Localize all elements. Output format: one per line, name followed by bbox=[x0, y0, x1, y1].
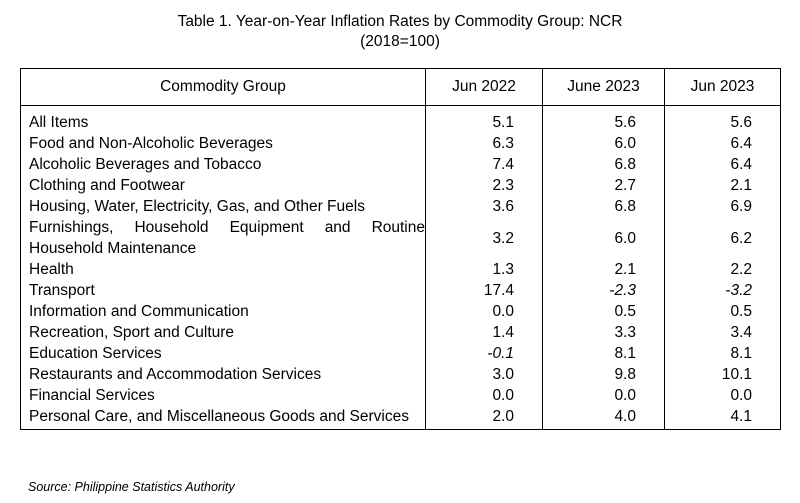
jun-2023-value: 2.1 bbox=[664, 175, 781, 196]
header-jun-2022: Jun 2022 bbox=[425, 68, 543, 106]
commodity-group-cell: Restaurants and Accommodation Services bbox=[20, 364, 426, 385]
commodity-group-cell: Housing, Water, Electricity, Gas, and Ot… bbox=[20, 196, 426, 217]
june-2023-value: 6.0 bbox=[542, 217, 665, 259]
table-row: Recreation, Sport and Culture 1.4 3.3 3.… bbox=[20, 322, 781, 343]
june-2023-value: 4.0 bbox=[542, 406, 665, 430]
june-2023-value: 8.1 bbox=[542, 343, 665, 364]
jun-2023-value: 6.4 bbox=[664, 154, 781, 175]
jun-2023-value: 8.1 bbox=[664, 343, 781, 364]
table-row: Housing, Water, Electricity, Gas, and Ot… bbox=[20, 196, 781, 217]
table-row: Alcoholic Beverages and Tobacco 7.4 6.8 … bbox=[20, 154, 781, 175]
june-2023-value: 5.6 bbox=[542, 105, 665, 133]
commodity-group-cell: Clothing and Footwear bbox=[20, 175, 426, 196]
jun-2023-value: -3.2 bbox=[664, 280, 781, 301]
jun-2023-value: 10.1 bbox=[664, 364, 781, 385]
june-2023-value: 2.7 bbox=[542, 175, 665, 196]
jun-2022-value: 17.4 bbox=[425, 280, 543, 301]
commodity-group-cell: All Items bbox=[20, 105, 426, 133]
table-row: Information and Communication 0.0 0.5 0.… bbox=[20, 301, 781, 322]
table-title-line2: (2018=100) bbox=[360, 33, 440, 50]
table-row: Restaurants and Accommodation Services 3… bbox=[20, 364, 781, 385]
jun-2023-value: 6.9 bbox=[664, 196, 781, 217]
commodity-group-cell: Financial Services bbox=[20, 385, 426, 406]
table-row: Financial Services 0.0 0.0 0.0 bbox=[20, 385, 781, 406]
jun-2022-value: 1.4 bbox=[425, 322, 543, 343]
commodity-group-cell: Education Services bbox=[20, 343, 426, 364]
commodity-group-cell: Furnishings, Household Equipment and Rou… bbox=[20, 217, 426, 259]
jun-2022-value: 1.3 bbox=[425, 259, 543, 280]
jun-2023-value: 2.2 bbox=[664, 259, 781, 280]
jun-2023-value: 3.4 bbox=[664, 322, 781, 343]
june-2023-value: 0.5 bbox=[542, 301, 665, 322]
table-title: Table 1. Year-on-Year Inflation Rates by… bbox=[0, 12, 800, 52]
jun-2022-value: 3.0 bbox=[425, 364, 543, 385]
jun-2022-value: 3.2 bbox=[425, 217, 543, 259]
jun-2022-value: 0.0 bbox=[425, 301, 543, 322]
jun-2022-value: 0.0 bbox=[425, 385, 543, 406]
table-title-line1: Table 1. Year-on-Year Inflation Rates by… bbox=[177, 13, 623, 30]
commodity-group-cell: Recreation, Sport and Culture bbox=[20, 322, 426, 343]
june-2023-value: 9.8 bbox=[542, 364, 665, 385]
header-jun-2023: Jun 2023 bbox=[664, 68, 781, 106]
jun-2022-value: 7.4 bbox=[425, 154, 543, 175]
jun-2023-value: 5.6 bbox=[664, 105, 781, 133]
header-june-2023: June 2023 bbox=[542, 68, 665, 106]
june-2023-value: 3.3 bbox=[542, 322, 665, 343]
source-note: Source: Philippine Statistics Authority bbox=[28, 480, 235, 494]
jun-2023-value: 0.5 bbox=[664, 301, 781, 322]
table-row: Furnishings, Household Equipment and Rou… bbox=[20, 217, 781, 259]
jun-2022-value: 6.3 bbox=[425, 133, 543, 154]
table-header-row: Commodity Group Jun 2022 June 2023 Jun 2… bbox=[20, 68, 781, 106]
jun-2022-value: 2.3 bbox=[425, 175, 543, 196]
jun-2023-value: 0.0 bbox=[664, 385, 781, 406]
june-2023-value: -2.3 bbox=[542, 280, 665, 301]
table-row: Personal Care, and Miscellaneous Goods a… bbox=[20, 406, 781, 430]
jun-2022-value: 5.1 bbox=[425, 105, 543, 133]
commodity-group-cell: Food and Non-Alcoholic Beverages bbox=[20, 133, 426, 154]
commodity-group-cell: Transport bbox=[20, 280, 426, 301]
jun-2023-value: 4.1 bbox=[664, 406, 781, 430]
inflation-table: Commodity Group Jun 2022 June 2023 Jun 2… bbox=[20, 68, 781, 430]
jun-2023-value: 6.2 bbox=[664, 217, 781, 259]
june-2023-value: 6.0 bbox=[542, 133, 665, 154]
table-row: All Items 5.1 5.6 5.6 bbox=[20, 105, 781, 133]
june-2023-value: 0.0 bbox=[542, 385, 665, 406]
table-row: Transport 17.4 -2.3 -3.2 bbox=[20, 280, 781, 301]
header-commodity-group: Commodity Group bbox=[20, 68, 426, 106]
commodity-group-cell: Alcoholic Beverages and Tobacco bbox=[20, 154, 426, 175]
jun-2022-value: 3.6 bbox=[425, 196, 543, 217]
commodity-group-cell: Information and Communication bbox=[20, 301, 426, 322]
june-2023-value: 6.8 bbox=[542, 154, 665, 175]
table-row: Health 1.3 2.1 2.2 bbox=[20, 259, 781, 280]
table-row: Food and Non-Alcoholic Beverages 6.3 6.0… bbox=[20, 133, 781, 154]
june-2023-value: 2.1 bbox=[542, 259, 665, 280]
jun-2022-value: 2.0 bbox=[425, 406, 543, 430]
june-2023-value: 6.8 bbox=[542, 196, 665, 217]
table-row: Education Services -0.1 8.1 8.1 bbox=[20, 343, 781, 364]
jun-2023-value: 6.4 bbox=[664, 133, 781, 154]
commodity-group-cell: Personal Care, and Miscellaneous Goods a… bbox=[20, 406, 426, 430]
table-row: Clothing and Footwear 2.3 2.7 2.1 bbox=[20, 175, 781, 196]
commodity-group-cell: Health bbox=[20, 259, 426, 280]
jun-2022-value: -0.1 bbox=[425, 343, 543, 364]
